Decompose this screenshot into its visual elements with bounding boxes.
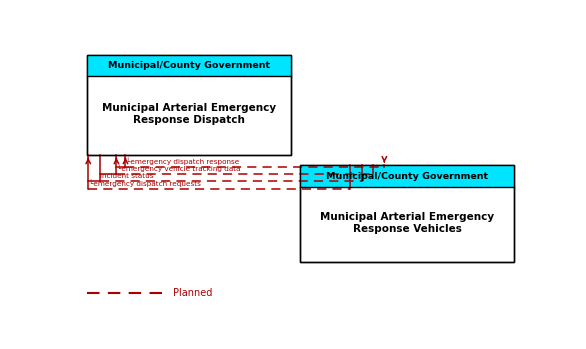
Bar xyxy=(300,165,514,187)
Text: └emergency dispatch response: └emergency dispatch response xyxy=(127,157,240,165)
Bar xyxy=(87,55,291,155)
Bar xyxy=(300,165,514,262)
Text: Municipal/County Government: Municipal/County Government xyxy=(108,61,270,70)
Text: Municipal Arterial Emergency
Response Dispatch: Municipal Arterial Emergency Response Di… xyxy=(102,103,276,125)
Bar xyxy=(87,55,291,155)
Text: └emergency dispatch requests: └emergency dispatch requests xyxy=(89,179,201,187)
Text: Planned: Planned xyxy=(173,288,213,298)
Bar xyxy=(300,165,514,262)
Bar xyxy=(87,55,291,76)
Text: Municipal/County Government: Municipal/County Government xyxy=(326,172,488,181)
Text: incident status: incident status xyxy=(101,173,154,179)
Text: └emergency vehicle tracking data: └emergency vehicle tracking data xyxy=(117,165,241,172)
Text: Municipal Arterial Emergency
Response Vehicles: Municipal Arterial Emergency Response Ve… xyxy=(320,212,494,234)
